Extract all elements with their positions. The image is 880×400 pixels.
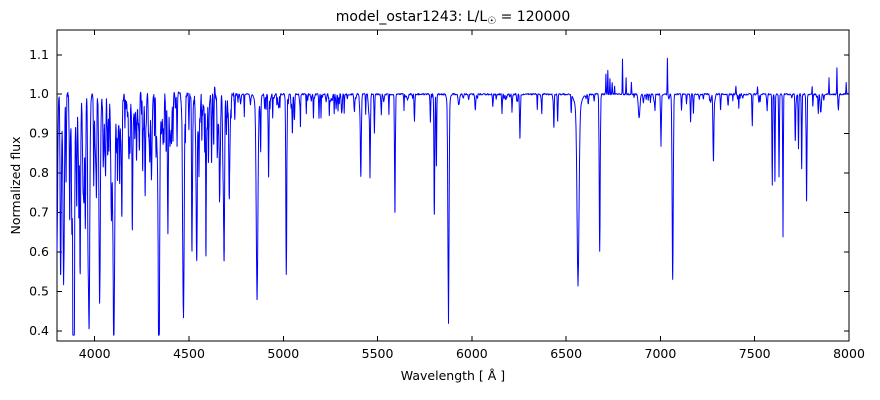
plot-frame: [56, 29, 850, 342]
x-tick-label: 6500: [550, 346, 582, 361]
y-axis-label: Normalized flux: [8, 136, 23, 234]
chart-title-prefix: model_ostar1243: L/L: [335, 9, 488, 25]
x-tick-label: 5500: [362, 346, 394, 361]
spectrum-line: [56, 57, 850, 336]
x-tick-label: 4500: [173, 346, 205, 361]
x-tick-label: 4000: [79, 346, 111, 361]
sun-symbol: ☉: [487, 15, 497, 27]
y-tick-label: 0.5: [29, 283, 49, 298]
x-tick-label: 7500: [739, 346, 771, 361]
y-tick-label: 1.1: [29, 47, 49, 62]
chart-title-suffix: = 120000: [496, 9, 571, 25]
y-tick-label: 0.4: [29, 323, 49, 338]
x-tick-label: 8000: [833, 346, 865, 361]
x-tick-label: 7000: [645, 346, 677, 361]
y-tick-label: 0.7: [29, 205, 49, 220]
plot-axes-and-data: 4000 4500 5000 5500 6000 6500 7000 7500 8000 0.4 0…: [29, 29, 865, 361]
chart-title: model_ostar1243: L/L☉ = 120000: [57, 9, 849, 27]
y-tick-label: 0.9: [29, 126, 49, 141]
y-tick-label: 1.0: [29, 86, 49, 101]
y-tick-label: 0.6: [29, 244, 49, 259]
x-axis-label: Wavelength [ Å ]: [401, 368, 505, 383]
x-tick-label: 5000: [267, 346, 299, 361]
x-tick-label: 6000: [456, 346, 488, 361]
y-tick-label: 0.8: [29, 165, 49, 180]
